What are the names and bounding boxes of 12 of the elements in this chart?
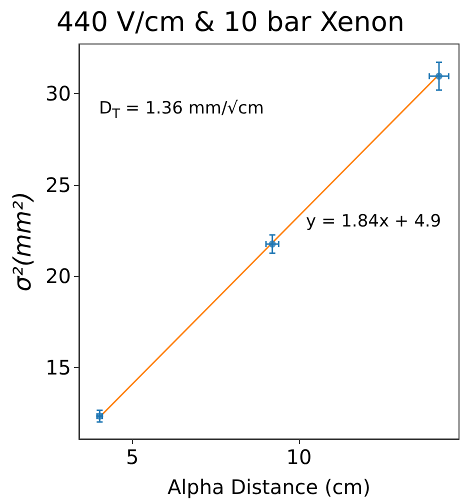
x-axis-title: Alpha Distance (cm)	[167, 475, 371, 499]
point	[436, 72, 442, 80]
y-tick-label: 30	[46, 81, 71, 106]
x-tick-label: 5	[126, 445, 139, 469]
x-tick-label: 10	[286, 445, 312, 469]
y-tick-label: 15	[46, 356, 71, 380]
annotation: y = 1.84x + 4.9	[306, 212, 442, 232]
y-axis-title: σ²(mm²)	[8, 192, 37, 292]
chart-title: 440 V/cm & 10 bar Xenon	[56, 7, 404, 38]
y-tick-label: 25	[46, 172, 71, 197]
y-tick-label: 20	[46, 264, 71, 288]
point	[268, 240, 276, 248]
